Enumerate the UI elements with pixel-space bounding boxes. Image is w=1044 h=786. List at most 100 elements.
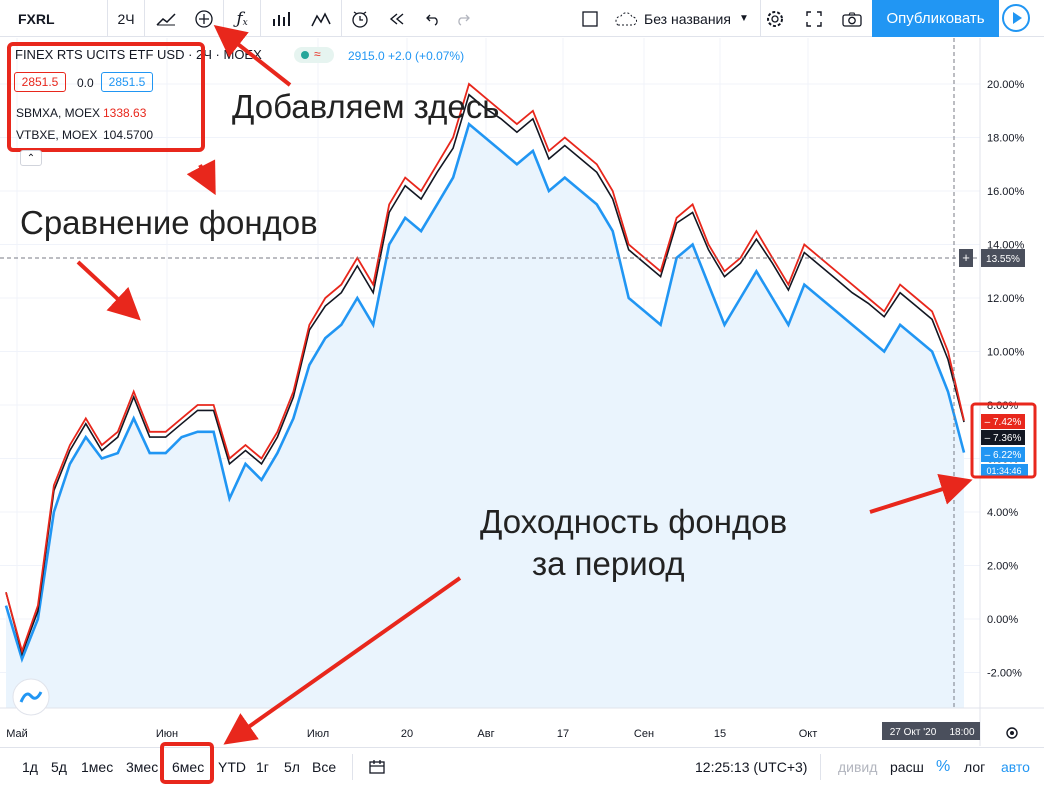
axis-settings-icon-center bbox=[1010, 731, 1014, 735]
last-price-label bbox=[981, 414, 1025, 429]
crosshair-date-label bbox=[882, 722, 944, 740]
auto-scale-toggle[interactable]: авто bbox=[1001, 759, 1030, 775]
y-tick-label: 10.00% bbox=[987, 347, 1025, 359]
annotation-compare-funds: Сравнение фондов bbox=[20, 204, 318, 241]
replay-icon[interactable] bbox=[378, 0, 416, 37]
log-scale-toggle[interactable]: лог bbox=[964, 759, 986, 775]
y-tick-label: 4.00% bbox=[987, 507, 1018, 519]
vtbxe-series-line bbox=[5, 93, 965, 657]
symbol-search-button[interactable]: FXRL bbox=[8, 0, 70, 37]
y-tick-label: 0.00% bbox=[987, 614, 1018, 626]
x-tick-label: Авг bbox=[477, 728, 494, 740]
last-price-text: – 7.42% bbox=[985, 417, 1022, 428]
add-alert-plus-icon bbox=[959, 249, 973, 267]
range-button-1[interactable]: 5д bbox=[51, 759, 67, 775]
legend-highlight-box bbox=[7, 42, 205, 152]
legend-main-value: 2915.0 +2.0 (+0.07%) bbox=[348, 49, 465, 63]
axis-settings-icon bbox=[1006, 727, 1018, 739]
market-status-badge: ≈ bbox=[294, 47, 334, 63]
dividends-toggle[interactable]: дивид bbox=[838, 759, 878, 775]
price-axis: 20.00% 18.00% 16.00% 14.00% 12.00% 10.00% 8.00… bbox=[0, 38, 1044, 746]
x-tick-label: 20 bbox=[401, 728, 413, 740]
fxrl-series-line bbox=[4, 121, 966, 664]
compare-vtbxe-value: 104.5700 bbox=[103, 128, 154, 142]
range-button-2[interactable]: 1мес bbox=[81, 759, 114, 775]
crosshair-time-label bbox=[944, 722, 980, 740]
layout-menu-button[interactable]: Без названия ▼ bbox=[612, 0, 762, 37]
countdown-text: 01:34:46 bbox=[986, 466, 1021, 476]
price-chart[interactable]: 20.00% 18.00% 16.00% 14.00% 12.00% 10.00% 8.00… bbox=[0, 38, 1044, 746]
y-tick-label: 16.00% bbox=[987, 186, 1025, 198]
market-open-icon bbox=[301, 51, 309, 59]
countdown-label bbox=[981, 464, 1028, 477]
play-icon[interactable] bbox=[1002, 4, 1030, 32]
chevron-down-icon: ▼ bbox=[738, 13, 749, 24]
time-axis: Май Июн Июл 20 Авг 17 Сен 15 Окт bbox=[6, 728, 817, 740]
clock-time[interactable]: 12:25:13 (UTC+3) bbox=[695, 759, 808, 775]
compare-vtbxe-name[interactable]: VTBXE, MOEX bbox=[16, 128, 98, 142]
delayed-data-icon: ≈ bbox=[314, 47, 321, 61]
add-symbol-icon[interactable] bbox=[187, 0, 221, 37]
price-labels-highlight-box bbox=[970, 402, 1037, 479]
y-tick-label: 18.00% bbox=[987, 133, 1025, 145]
y-tick-label: 14.00% bbox=[987, 240, 1025, 252]
annotation-returns-line1: Доходность фондов bbox=[480, 503, 788, 540]
crosshair-price-label bbox=[981, 249, 1025, 267]
publish-button[interactable]: Опубликовать bbox=[872, 0, 999, 37]
last-price-labels: – 7.42% – 7.36% – 6.22% bbox=[981, 414, 1025, 462]
crosshair-time-text: 18:00 bbox=[949, 727, 974, 738]
x-tick-label: Июл bbox=[307, 728, 329, 740]
collapse-legend-button[interactable]: ⌃ bbox=[20, 150, 42, 166]
x-tick-label: Май bbox=[6, 728, 28, 740]
sbmxa-series-line bbox=[5, 82, 965, 655]
y-tick-label: 12.00% bbox=[987, 293, 1025, 305]
fullscreen-icon[interactable] bbox=[798, 0, 830, 37]
extended-hours-toggle[interactable]: расш bbox=[890, 759, 924, 775]
templates-icon[interactable] bbox=[261, 0, 301, 37]
annotation-add-here: Добавляем здесь bbox=[232, 88, 500, 125]
snapshot-icon[interactable] bbox=[836, 0, 868, 37]
sell-button[interactable]: 2851.5 bbox=[14, 72, 66, 92]
x-tick-label: 17 bbox=[557, 728, 569, 740]
y-tick-label: 2.00% bbox=[987, 561, 1018, 573]
settings-icon[interactable] bbox=[760, 0, 790, 37]
range-button-5[interactable]: YTD bbox=[218, 759, 246, 775]
range-6m-highlight-box bbox=[160, 742, 214, 784]
buy-button[interactable]: 2851.5 bbox=[101, 72, 153, 92]
last-price-text: – 6.22% bbox=[985, 450, 1022, 461]
y-tick-label: 20.00% bbox=[987, 79, 1025, 91]
y-tick-label: -2.00% bbox=[987, 668, 1022, 680]
layout-name: Без названия bbox=[644, 10, 731, 27]
goto-date-icon[interactable] bbox=[368, 748, 386, 786]
last-price-label bbox=[981, 430, 1025, 445]
compare-sbmxa-name[interactable]: SBMXA, MOEX bbox=[16, 106, 101, 120]
x-tick-label: 15 bbox=[714, 728, 726, 740]
last-price-text: – 7.36% bbox=[985, 433, 1022, 444]
interval-button[interactable]: 2Ч bbox=[108, 0, 144, 37]
compare-sbmxa-value: 1338.63 bbox=[103, 106, 147, 120]
range-button-6[interactable]: 1г bbox=[256, 759, 269, 775]
redo-icon[interactable] bbox=[448, 0, 478, 37]
range-button-3[interactable]: 3мес bbox=[126, 759, 159, 775]
range-button-4[interactable]: 6мес bbox=[172, 759, 205, 775]
range-button-7[interactable]: 5л bbox=[284, 759, 300, 775]
legend-title: FINEX RTS UCITS ETF USD · 2Ч · MOEX bbox=[15, 47, 262, 62]
x-tick-label: Окт bbox=[799, 728, 818, 740]
crosshair-price-text: 13.55% bbox=[986, 254, 1020, 265]
range-button-8[interactable]: Все bbox=[312, 759, 337, 775]
bar-style-icon[interactable] bbox=[145, 0, 187, 37]
y-tick-label: 8.00% bbox=[987, 400, 1018, 412]
spread-value: 0.0 bbox=[77, 76, 94, 90]
last-price-label bbox=[981, 447, 1025, 462]
bottom-toolbar: 1д 5д 1мес 3мес 6мес YTD 1г 5л Все 12:25:13 (UTC… bbox=[0, 747, 1044, 785]
cloud-icon bbox=[615, 11, 637, 25]
annotation-returns-line2: за период bbox=[532, 545, 685, 582]
compare-icon[interactable] bbox=[301, 0, 341, 37]
alert-icon[interactable] bbox=[342, 0, 378, 37]
select-box-icon[interactable] bbox=[573, 0, 607, 37]
undo-icon[interactable] bbox=[418, 0, 448, 37]
percent-scale-toggle[interactable]: % bbox=[936, 758, 951, 775]
range-button-0[interactable]: 1д bbox=[22, 759, 38, 775]
